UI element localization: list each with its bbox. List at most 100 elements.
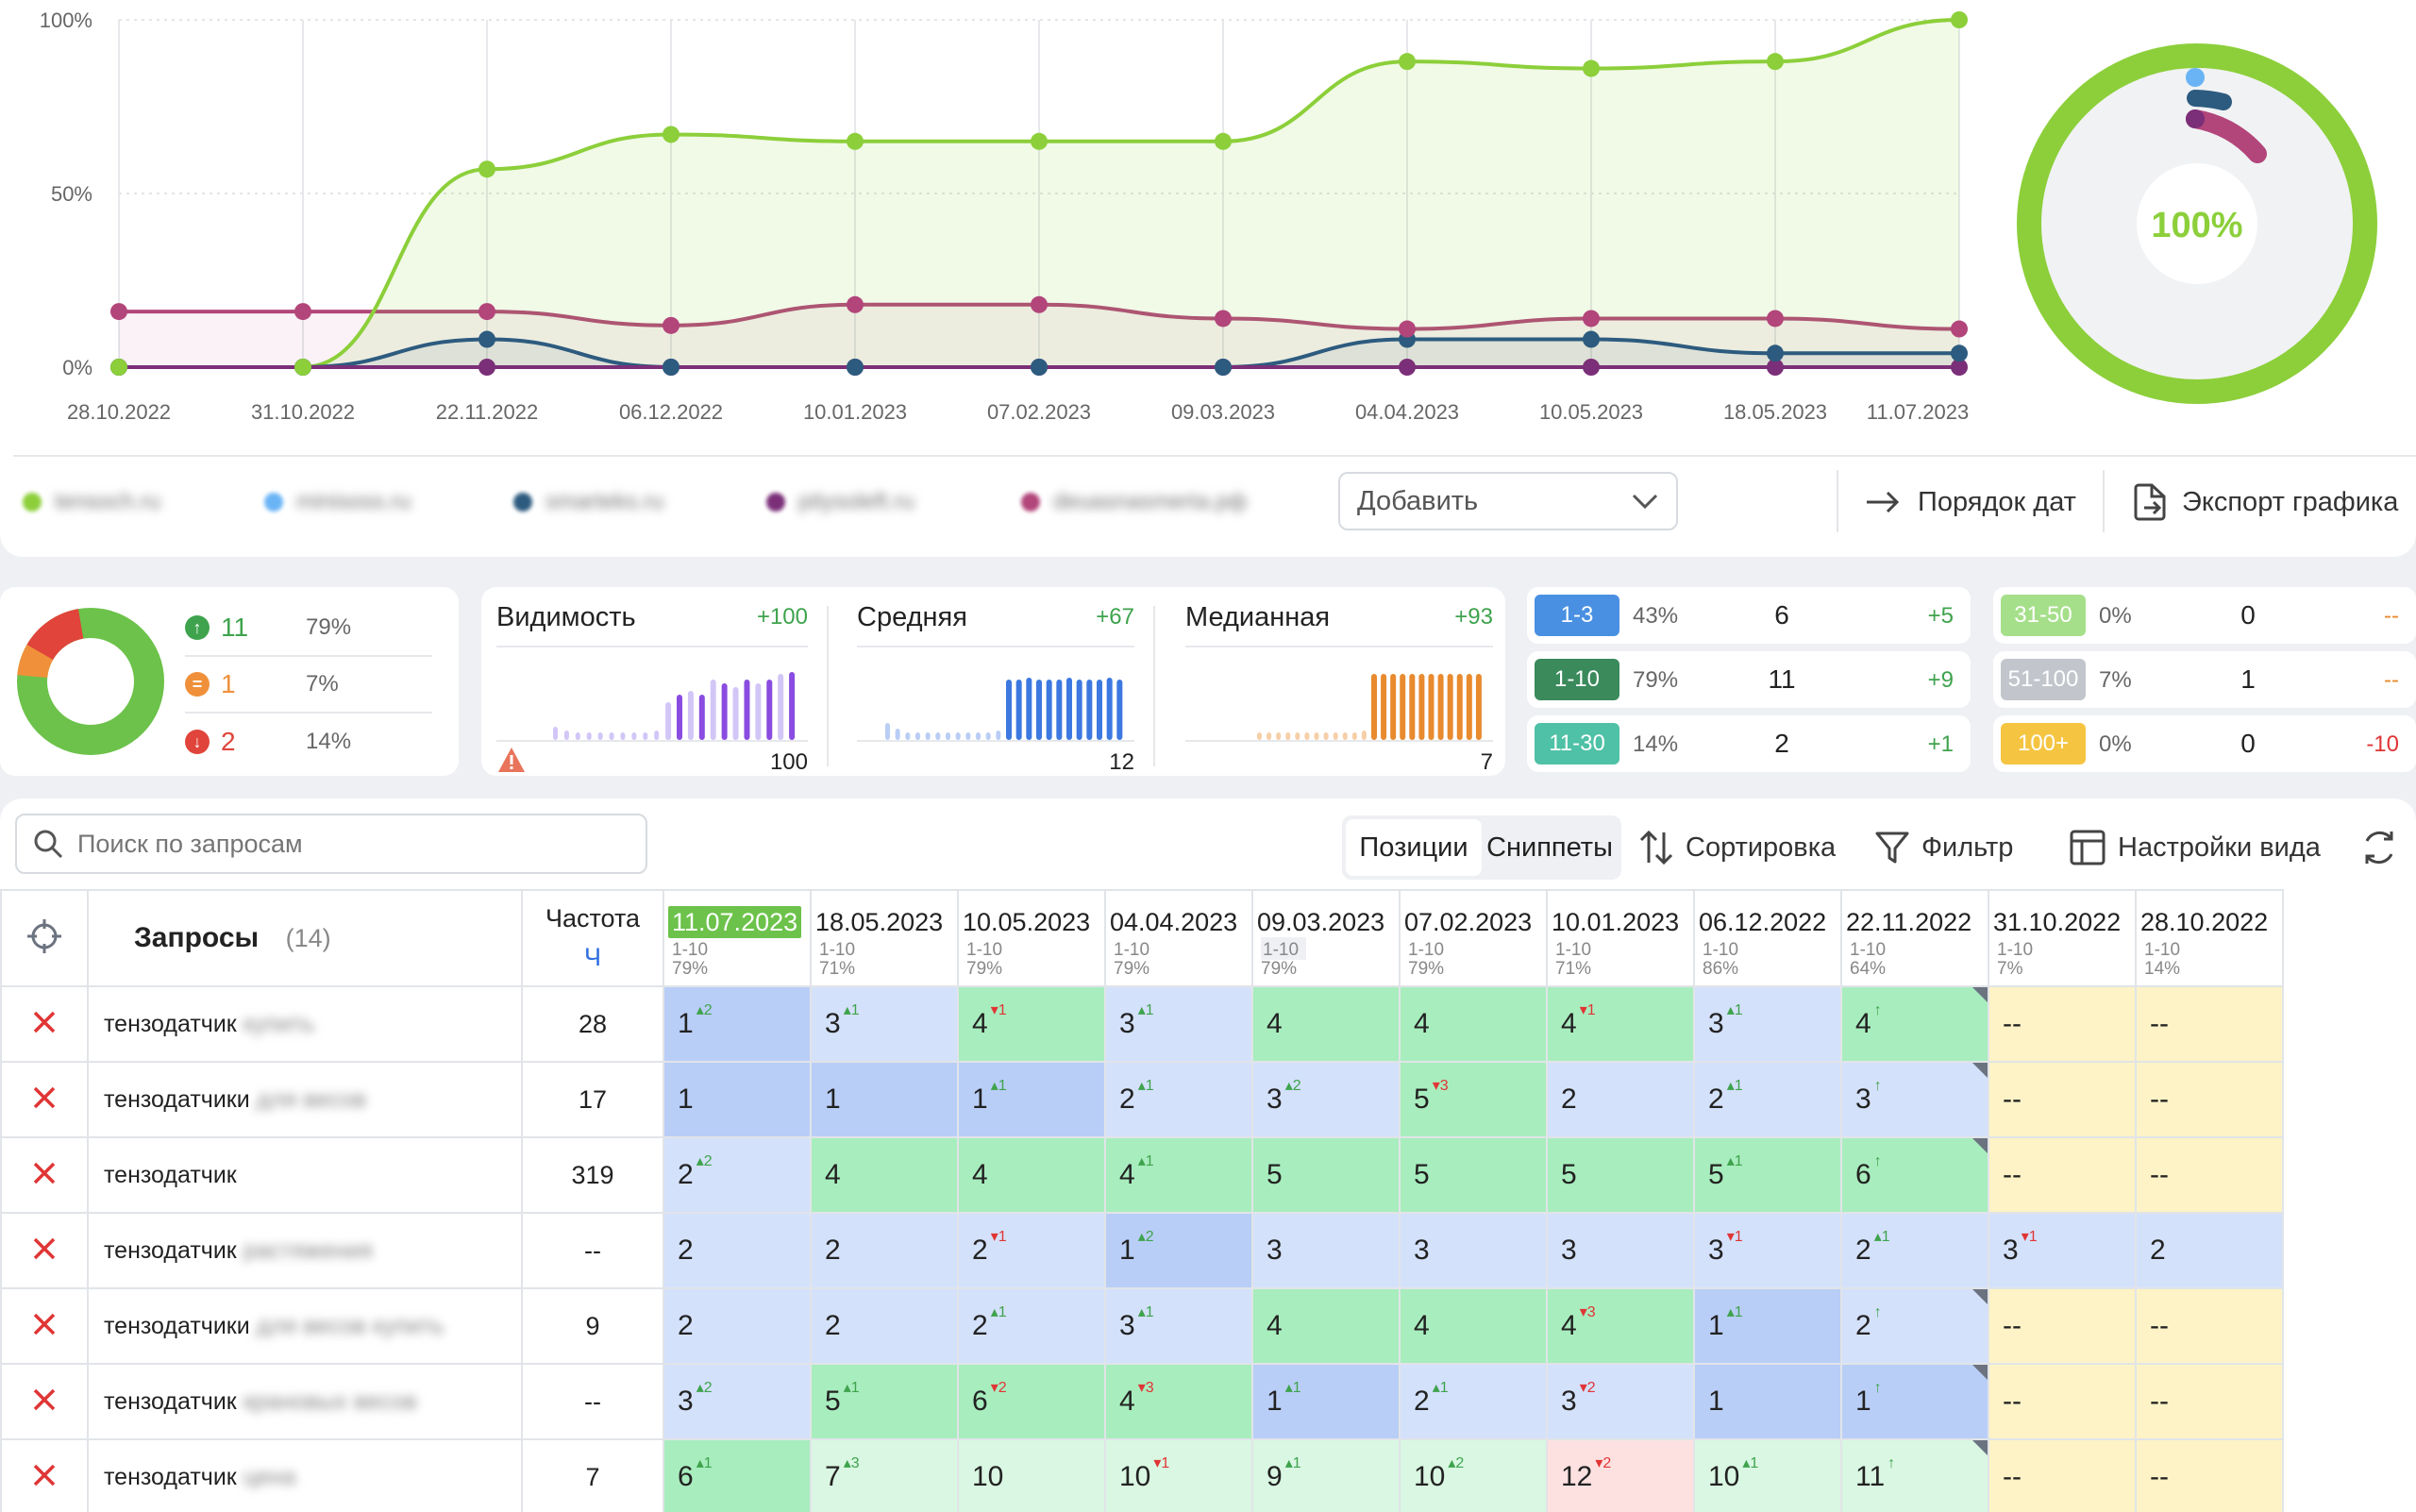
position-cell[interactable]: 1 ▴1 xyxy=(957,1061,1106,1138)
position-cell[interactable]: 4 xyxy=(1251,985,1401,1063)
date-column-header[interactable]: 28.10.2022 1-10 14% xyxy=(2135,889,2284,987)
date-column-header[interactable]: 22.11.2022 1-10 64% xyxy=(1840,889,1989,987)
position-cell[interactable]: 4 xyxy=(810,1136,959,1214)
position-cell[interactable]: -- xyxy=(2135,1287,2284,1365)
delete-query-button[interactable] xyxy=(0,1061,89,1138)
position-cell[interactable]: -- xyxy=(1988,1136,2137,1214)
chart-point[interactable] xyxy=(1951,11,1968,28)
legend-item[interactable]: deuasnasmerta.pф xyxy=(1021,485,1247,519)
position-cell[interactable]: -- xyxy=(2135,1061,2284,1138)
chart-point[interactable] xyxy=(478,330,495,348)
position-cell[interactable]: 1 xyxy=(663,1061,812,1138)
search-box[interactable] xyxy=(15,814,647,874)
position-cell[interactable]: 2 ▴1 xyxy=(1840,1212,1989,1289)
position-cell[interactable]: 3 ▾2 xyxy=(1546,1363,1695,1440)
position-cell[interactable]: 3 ▴2 xyxy=(1251,1061,1401,1138)
chart-point[interactable] xyxy=(1767,344,1784,362)
query-cell[interactable]: тензодатчик купить xyxy=(87,985,523,1063)
chart-point[interactable] xyxy=(1767,53,1784,71)
position-cell[interactable]: 5 xyxy=(1399,1136,1548,1214)
position-cell[interactable]: 4 ▾3 xyxy=(1546,1287,1695,1365)
position-cell[interactable]: 4 xyxy=(1399,985,1548,1063)
position-cell[interactable]: 5 ▾3 xyxy=(1399,1061,1548,1138)
date-column-header[interactable]: 06.12.2022 1-10 86% xyxy=(1693,889,1842,987)
tab-positions[interactable]: Позиции xyxy=(1346,819,1482,876)
position-cell[interactable]: 5 ▴1 xyxy=(810,1363,959,1440)
position-cell[interactable]: 3 xyxy=(1546,1212,1695,1289)
chart-point[interactable] xyxy=(663,316,680,334)
position-cell[interactable]: 6 ↑ xyxy=(1840,1136,1989,1214)
chart-point[interactable] xyxy=(478,160,495,178)
date-column-header[interactable]: 31.10.2022 1-10 7% xyxy=(1988,889,2137,987)
view-settings-button[interactable]: Настройки вида xyxy=(2069,823,2321,872)
date-column-header[interactable]: 04.04.2023 1-10 79% xyxy=(1104,889,1253,987)
chart-point[interactable] xyxy=(1215,310,1232,328)
chart-point[interactable] xyxy=(1583,59,1600,77)
position-cell[interactable]: 1 ▴2 xyxy=(663,985,812,1063)
position-cell[interactable]: 1 ▴2 xyxy=(1104,1212,1253,1289)
date-order-button[interactable]: Порядок дат xyxy=(1865,478,2076,527)
sort-button[interactable]: Сортировка xyxy=(1638,823,1836,872)
position-cell[interactable]: 4 ▾3 xyxy=(1104,1363,1253,1440)
position-cell[interactable]: 3 ▴1 xyxy=(1104,1287,1253,1365)
position-cell[interactable]: 1 ▴1 xyxy=(1251,1363,1401,1440)
position-cell[interactable]: 5 xyxy=(1251,1136,1401,1214)
legend-item[interactable]: minisoss.ru xyxy=(264,485,411,519)
position-cell[interactable]: -- xyxy=(1988,1363,2137,1440)
query-cell[interactable]: тензодатчик цена xyxy=(87,1438,523,1512)
query-cell[interactable]: тензодатчик крановых весов xyxy=(87,1363,523,1440)
chart-point[interactable] xyxy=(110,303,127,321)
position-cell[interactable]: 10 ▾1 xyxy=(1104,1438,1253,1512)
chart-point[interactable] xyxy=(294,359,311,376)
position-cell[interactable]: 6 ▴1 xyxy=(663,1438,812,1512)
delete-query-button[interactable] xyxy=(0,1363,89,1440)
legend-item[interactable]: smarteks.ru xyxy=(513,485,663,519)
filter-button[interactable]: Фильтр xyxy=(1874,823,2013,872)
chart-point[interactable] xyxy=(1951,344,1968,362)
position-cell[interactable]: 1 xyxy=(810,1061,959,1138)
chart-point[interactable] xyxy=(1951,359,1968,376)
chart-point[interactable] xyxy=(1767,310,1784,328)
date-column-header[interactable]: 07.02.2023 1-10 79% xyxy=(1399,889,1548,987)
chart-point[interactable] xyxy=(1951,320,1968,338)
position-cell[interactable]: -- xyxy=(1988,1061,2137,1138)
position-cell[interactable]: 2 xyxy=(1546,1061,1695,1138)
position-cell[interactable]: 10 ▴2 xyxy=(1399,1438,1548,1512)
legend-item[interactable]: pitysoleft.ru xyxy=(766,485,914,519)
date-column-header[interactable]: 10.01.2023 1-10 71% xyxy=(1546,889,1695,987)
date-column-header[interactable]: 11.07.2023 1-10 79% xyxy=(663,889,812,987)
chart-point[interactable] xyxy=(1031,132,1048,150)
chart-point[interactable] xyxy=(1583,359,1600,376)
chart-point[interactable] xyxy=(663,359,680,376)
position-cell[interactable]: 2 ↑ xyxy=(1840,1287,1989,1365)
position-cell[interactable]: 5 xyxy=(1546,1136,1695,1214)
chart-point[interactable] xyxy=(1767,359,1784,376)
position-cell[interactable]: 5 ▴1 xyxy=(1693,1136,1842,1214)
position-cell[interactable]: -- xyxy=(2135,985,2284,1063)
chart-point[interactable] xyxy=(847,359,864,376)
position-cell[interactable]: 11 ↑ xyxy=(1840,1438,1989,1512)
position-cell[interactable]: -- xyxy=(1988,985,2137,1063)
position-cell[interactable]: 3 ▴1 xyxy=(1693,985,1842,1063)
position-cell[interactable]: 2 ▴1 xyxy=(1104,1061,1253,1138)
position-cell[interactable]: 10 ▴1 xyxy=(1693,1438,1842,1512)
frequency-sub[interactable]: Ч xyxy=(584,943,601,971)
position-cell[interactable]: -- xyxy=(1988,1438,2137,1512)
date-column-header[interactable]: 10.05.2023 1-10 79% xyxy=(957,889,1106,987)
position-cell[interactable]: 12 ▾2 xyxy=(1546,1438,1695,1512)
position-cell[interactable]: 3 ▾1 xyxy=(1693,1212,1842,1289)
chart-point[interactable] xyxy=(1031,359,1048,376)
position-cell[interactable]: 7 ▴3 xyxy=(810,1438,959,1512)
position-cell[interactable]: 1 xyxy=(1693,1363,1842,1440)
chart-point[interactable] xyxy=(1215,359,1232,376)
chart-point[interactable] xyxy=(478,359,495,376)
range-row[interactable]: 100+ 0% 0 -10 xyxy=(1993,715,2416,772)
query-cell[interactable]: тензодатчики для весов купить xyxy=(87,1287,523,1365)
add-competitor-select[interactable]: Добавить xyxy=(1338,472,1678,530)
query-cell[interactable]: тензодатчики для весов xyxy=(87,1061,523,1138)
crosshair-icon[interactable] xyxy=(25,917,63,955)
position-cell[interactable]: 2 ▴1 xyxy=(1399,1363,1548,1440)
position-cell[interactable]: 1 ↑ xyxy=(1840,1363,1989,1440)
chart-point[interactable] xyxy=(1399,53,1416,71)
position-cell[interactable]: 2 ▴1 xyxy=(1693,1061,1842,1138)
